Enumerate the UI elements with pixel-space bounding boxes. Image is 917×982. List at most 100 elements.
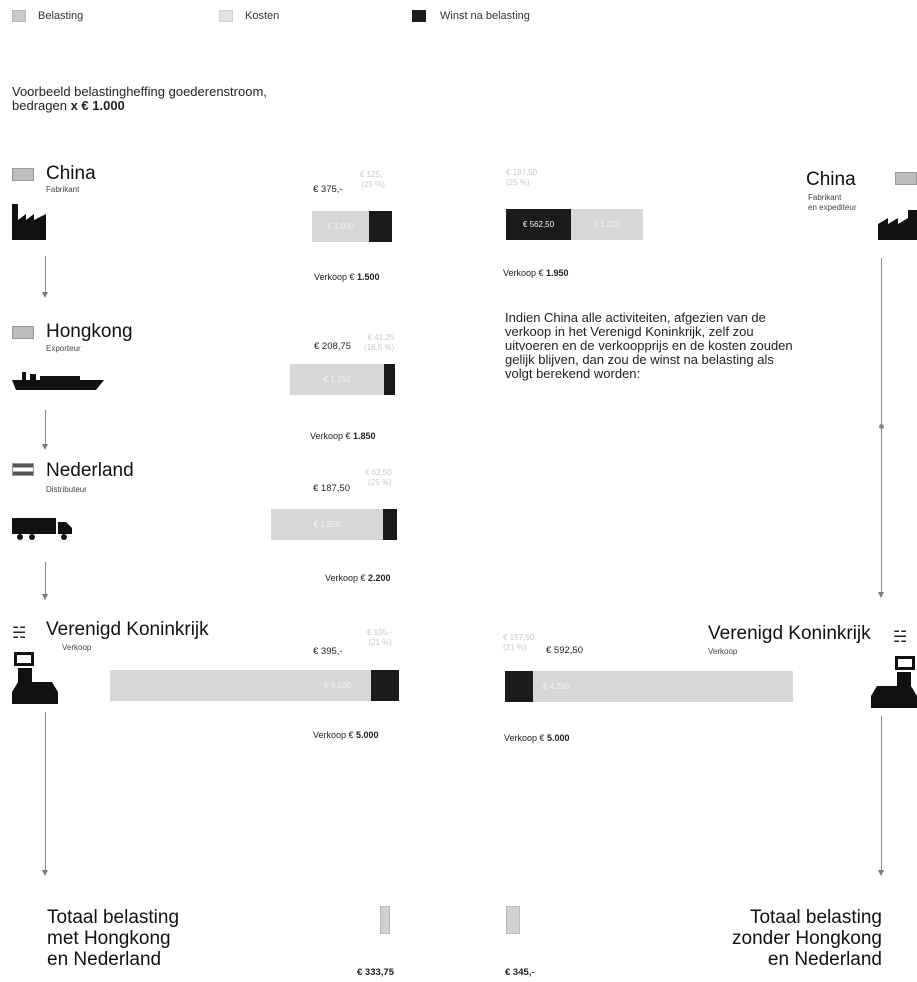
total-label-left: Totaal belasting met Hongkong en Nederla… — [47, 907, 179, 970]
tax-rate-percent: (21 %) — [368, 638, 392, 647]
total-line-3: en Nederland — [767, 949, 882, 970]
bar-winst-vk-left — [371, 670, 399, 701]
intro-line-2-prefix: bedragen — [12, 98, 71, 113]
note-line: gelijk blijven, dan zou de winst na bela… — [505, 352, 774, 367]
bar-winst-china-left — [369, 211, 392, 242]
sale-prefix: Verkoop € — [314, 272, 358, 282]
bar-winst-china-right: € 562,50 — [506, 209, 571, 240]
sale-prefix: Verkoop € — [503, 268, 547, 278]
arrow-down-icon — [878, 870, 884, 876]
total-line-2: zonder Hongkong — [732, 928, 882, 949]
note-line: volgt berekend worden: — [505, 366, 641, 381]
flag-china-right — [895, 172, 917, 185]
arrow-down-icon — [42, 870, 48, 876]
role-china-right-2: en expediteur — [808, 203, 857, 212]
cash-register-icon — [871, 656, 917, 708]
total-value-right: € 345,- — [505, 967, 535, 978]
total-label-right: Totaal belasting zonder Hongkong en Nede… — [690, 907, 882, 970]
legend-label-belasting: Belasting — [38, 10, 84, 22]
legend-label-kosten: Kosten — [245, 10, 280, 22]
winst-amount-vk-right: € 592,50 — [546, 645, 583, 656]
tax-rate-amount: € 187,50 — [506, 168, 538, 177]
flag-uk: ☵ — [12, 625, 27, 642]
flag-hongkong — [12, 326, 34, 339]
flag-uk-right: ☵ — [893, 629, 908, 646]
factory-icon — [12, 204, 46, 240]
legend-swatch-kosten — [219, 10, 233, 22]
arrow-down-icon — [878, 592, 884, 598]
role-china-right-1: Fabrikant — [808, 193, 842, 202]
sale-vk-left: Verkoop € 5.000 — [313, 730, 379, 740]
sale-value: 5.000 — [547, 733, 570, 743]
flow-line-right — [881, 716, 882, 870]
tax-rate-amount: € 62,50 — [365, 468, 392, 477]
tax-rate-china-left: € 125,- (25 %) — [360, 170, 385, 190]
tax-rate-percent: (25 %) — [368, 478, 392, 487]
country-nederland: Nederland — [46, 460, 134, 481]
sale-value: 1.950 — [546, 268, 569, 278]
arrow-down-icon — [42, 594, 48, 600]
role-china-left: Fabrikant — [46, 185, 80, 194]
bar-label: € 1.000 — [327, 222, 354, 231]
sale-value: 5.000 — [356, 730, 379, 740]
tax-rate-amount: € 125,- — [360, 170, 385, 179]
bar-kosten-hongkong: € 1.250 — [290, 364, 384, 395]
tax-rate-china-right: € 187,50 (25 %) — [506, 168, 537, 188]
tax-amount-hongkong: € 208,75 — [314, 341, 351, 352]
intro-line-2-bold: x € 1.000 — [70, 98, 125, 113]
intro-text: Voorbeeld belastingheffing goederenstroo… — [12, 85, 267, 113]
tax-rate-vk-right: € 157,50 (21 %) — [503, 633, 534, 653]
total-line-3: en Nederland — [47, 949, 162, 970]
country-vk-right: Verenigd Koninkrijk — [708, 623, 871, 644]
sale-value: 1.500 — [357, 272, 380, 282]
role-vk-left: Verkoop — [62, 643, 92, 652]
tax-rate-amount: € 41,25 — [367, 333, 395, 342]
arrow-down-icon — [42, 444, 48, 450]
tax-rate-hongkong: € 41,25 (16,5 %) — [364, 333, 394, 353]
tax-rate-amount: € 157,50 — [503, 633, 535, 642]
flow-line — [45, 256, 46, 292]
bar-kosten-china-right: € 1.200 — [571, 209, 643, 240]
role-nederland: Distributeur — [46, 485, 87, 494]
tax-rate-vk-left: € 105,- (21 %) — [367, 628, 392, 648]
sale-value: 1.850 — [353, 431, 376, 441]
tax-rate-percent: (16,5 %) — [364, 343, 395, 352]
bar-kosten-vk-left: € 4.500 — [110, 670, 371, 701]
bar-label: € 4.500 — [324, 681, 351, 690]
sale-prefix: Verkoop € — [504, 733, 548, 743]
sale-prefix: Verkoop € — [310, 431, 354, 441]
tax-rate-amount: € 105,- — [367, 628, 392, 637]
flag-netherlands — [12, 463, 34, 476]
bar-label: € 1.850 — [313, 520, 341, 529]
tax-amount-nederland: € 187,50 — [313, 483, 350, 494]
role-vk-right: Verkoop — [708, 647, 738, 656]
intro-line-1: Voorbeeld belastingheffing goederenstroo… — [12, 84, 267, 99]
legend-label-winst: Winst na belasting — [440, 10, 530, 22]
sale-vk-right: Verkoop € 5.000 — [504, 733, 570, 743]
bar-winst-nederland — [383, 509, 397, 540]
bar-label: € 1.250 — [323, 375, 351, 384]
truck-icon — [12, 518, 72, 540]
total-line-1: Totaal belasting — [749, 907, 882, 928]
flow-line — [45, 562, 46, 594]
total-box-left — [380, 906, 390, 934]
flow-line — [45, 410, 46, 444]
arrow-down-icon — [42, 292, 48, 298]
bar-label: € 1.200 — [593, 220, 621, 229]
tax-rate-nederland: € 62,50 (25 %) — [365, 468, 392, 488]
sale-prefix: Verkoop € — [325, 573, 369, 583]
tax-amount-vk-left: € 395,- — [313, 646, 343, 657]
sale-prefix: Verkoop € — [313, 730, 357, 740]
note-line: uitvoeren en de verkoopprijs en de koste… — [505, 338, 793, 353]
sale-hongkong: Verkoop € 1.850 — [310, 431, 376, 441]
tax-rate-percent: (25 %) — [361, 180, 385, 189]
sale-china-left: Verkoop € 1.500 — [314, 272, 380, 282]
bar-label: € 4.250 — [543, 682, 570, 691]
sale-nederland: Verkoop € 2.200 — [325, 573, 391, 583]
total-box-right — [506, 906, 520, 934]
bar-kosten-nederland: € 1.850 — [271, 509, 383, 540]
total-value-left: € 333,75 — [357, 967, 394, 978]
flow-line — [45, 712, 46, 870]
country-vk-left: Verenigd Koninkrijk — [46, 619, 209, 640]
bar-winst-vk-right — [505, 671, 533, 702]
